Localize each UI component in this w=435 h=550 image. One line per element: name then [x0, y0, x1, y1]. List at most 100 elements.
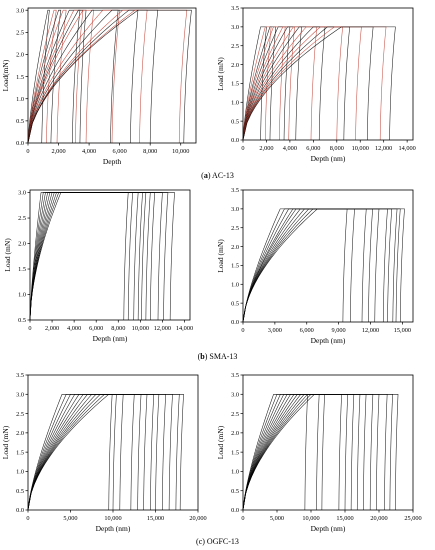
y-tick-label: 1.0 — [231, 99, 239, 106]
load-depth-curve — [242, 26, 291, 141]
x-tick-label: 25,000 — [404, 515, 421, 522]
caption-ogfc13: (c) OGFC-13 — [196, 537, 239, 546]
load-depth-curve — [242, 394, 380, 511]
load-depth-curve — [242, 26, 286, 141]
x-axis-label: Depth (nm) — [311, 336, 346, 345]
load-depth-curve — [242, 26, 302, 141]
load-depth-curve — [27, 9, 57, 144]
load-depth-curve — [242, 394, 308, 511]
y-tick-label: 1.5 — [231, 263, 239, 270]
load-depth-curve — [27, 9, 94, 144]
load-depth-curve — [242, 26, 387, 141]
x-axis-label: Depth (nm) — [311, 154, 346, 163]
load-depth-curve — [27, 394, 142, 511]
load-depth-curve — [242, 208, 393, 323]
load-depth-curve — [242, 394, 325, 511]
load-depth-curve — [242, 394, 393, 511]
y-axis-label: Load(mN) — [1, 59, 10, 91]
load-depth-curve — [29, 192, 147, 321]
load-depth-curve — [27, 394, 173, 511]
plot-frame — [242, 374, 414, 511]
load-depth-curve — [27, 394, 160, 511]
y-tick-label: 2.5 — [231, 43, 239, 50]
curve-group — [242, 208, 405, 323]
load-depth-curve — [242, 394, 367, 511]
load-depth-curve — [27, 394, 113, 511]
y-tick-label: 0.5 — [231, 118, 239, 125]
plot-frame — [242, 189, 414, 323]
load-depth-curve — [242, 26, 295, 141]
caption-ac13: (a) AC-13 — [201, 171, 234, 180]
load-depth-curve — [27, 9, 120, 144]
load-depth-curve — [27, 9, 87, 144]
plot-frame — [242, 7, 414, 141]
y-tick-label: 1.5 — [16, 449, 24, 456]
y-tick-label: 3.0 — [16, 7, 24, 14]
x-tick-label: 9,000 — [332, 327, 346, 334]
load-depth-curve — [27, 394, 148, 511]
x-tick-label: 10,000 — [352, 145, 369, 152]
load-depth-curve — [27, 9, 81, 144]
chart-sma13-right: 0 3,000 6,000 9,000 12,000 15,000 0.0 0.5 1.0 1.5… — [216, 187, 414, 345]
x-axis-label: Depth (nm) — [311, 524, 346, 533]
y-tick-label: 2.5 — [231, 411, 239, 418]
load-depth-curve — [27, 394, 166, 511]
y-tick-label: 2.0 — [16, 52, 24, 59]
load-depth-curve — [27, 9, 188, 144]
x-tick-label: 6,000 — [300, 327, 314, 334]
curve-group — [27, 394, 184, 511]
load-depth-curve — [27, 394, 135, 511]
load-depth-curve — [242, 208, 367, 323]
load-depth-curve — [242, 26, 362, 141]
load-depth-curve — [242, 208, 405, 323]
y-tick-label: 3.5 — [231, 372, 239, 379]
load-depth-curve — [27, 394, 184, 511]
x-tick-label: 6,000 — [89, 325, 103, 332]
x-tick-label: 15,000 — [336, 515, 353, 522]
load-depth-curve — [27, 394, 180, 511]
x-tick-label: 3,000 — [268, 327, 282, 334]
x-tick-label: 10,000 — [172, 148, 189, 155]
y-axis-label: Load (mN) — [216, 57, 225, 91]
load-depth-curve — [27, 9, 62, 144]
x-tick-label: 20,000 — [189, 515, 206, 522]
caption-sma13: (b) SMA-13 — [197, 352, 238, 361]
y-tick-label: 0.0 — [16, 140, 24, 147]
load-depth-curve — [29, 192, 139, 321]
x-tick-label: 2,000 — [259, 145, 273, 152]
y-tick-label: 3.0 — [16, 391, 24, 398]
y-tick-label: 3.0 — [231, 206, 239, 213]
load-depth-curve — [242, 26, 267, 141]
y-tick-label: 0.5 — [231, 488, 239, 495]
x-tick-label: 20,000 — [370, 515, 387, 522]
load-depth-curve — [27, 9, 139, 144]
load-depth-curve — [242, 394, 361, 511]
x-tick-label: 14,000 — [398, 145, 415, 152]
load-depth-curve — [242, 26, 326, 141]
y-tick-label: 1.0 — [231, 281, 239, 288]
load-depth-curve — [29, 192, 163, 321]
load-depth-curve — [242, 394, 342, 511]
load-depth-curve — [242, 394, 388, 511]
load-depth-curve — [242, 394, 320, 511]
x-axis-label: Depth — [103, 157, 122, 166]
load-depth-curve — [242, 394, 355, 511]
x-tick-label: 6,000 — [113, 148, 127, 155]
y-tick-label: 0.0 — [231, 507, 239, 514]
y-tick-label: 2.5 — [16, 30, 24, 37]
curve-group — [27, 9, 192, 144]
y-tick-label: 2.5 — [231, 225, 239, 232]
curve-group — [29, 192, 175, 321]
load-depth-curve — [27, 9, 192, 144]
x-tick-label: 2,000 — [45, 325, 59, 332]
x-tick-label: 0 — [241, 145, 244, 152]
y-axis-label: Load (mN) — [3, 238, 12, 272]
load-depth-curve — [29, 192, 175, 321]
y-tick-label: 0.5 — [18, 317, 26, 324]
y-tick-label: 0.5 — [16, 118, 24, 125]
load-depth-curve — [242, 394, 399, 511]
load-depth-curve — [29, 192, 169, 321]
load-depth-curve — [242, 26, 277, 141]
y-tick-label: 2.5 — [18, 215, 26, 222]
y-tick-label: 1.5 — [18, 266, 26, 273]
